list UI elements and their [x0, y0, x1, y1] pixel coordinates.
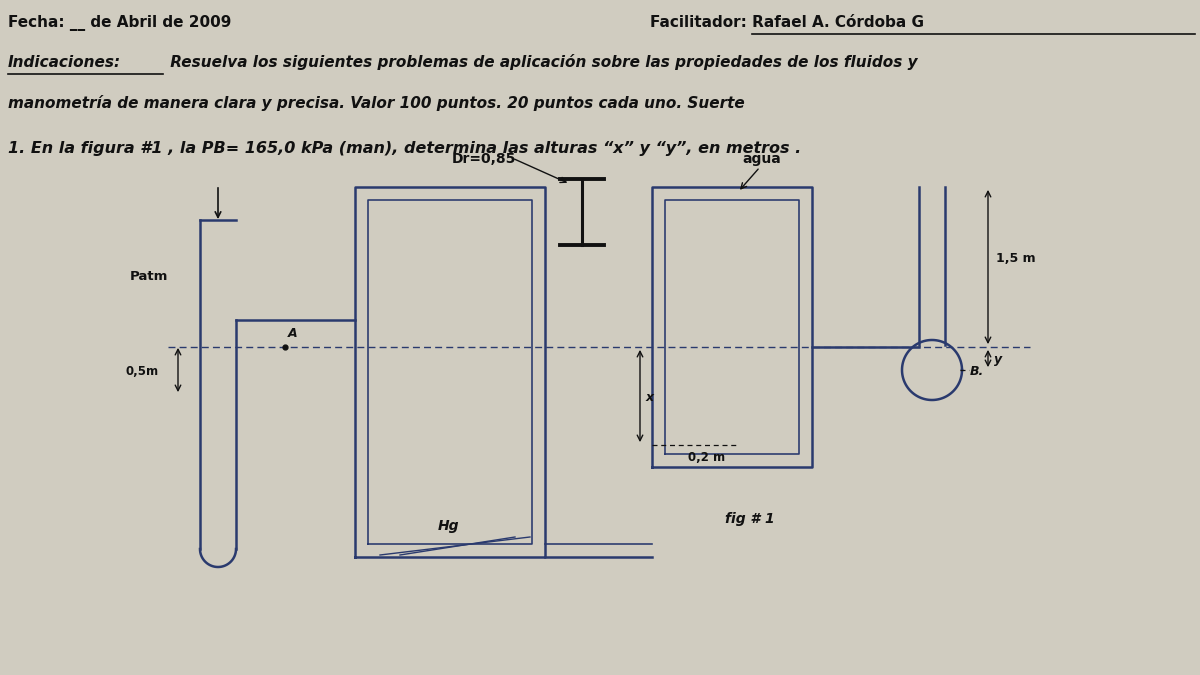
Text: 1. En la figura #1 , la PB= 165,0 kPa (man), determina las alturas “x” y “y”, en: 1. En la figura #1 , la PB= 165,0 kPa (m…	[8, 141, 802, 156]
Text: agua: agua	[742, 152, 781, 166]
Text: 0,5m: 0,5m	[125, 365, 158, 378]
Text: Facilitador: Rafael A. Córdoba G: Facilitador: Rafael A. Córdoba G	[650, 15, 924, 30]
Text: Hg: Hg	[438, 519, 460, 533]
Text: Resuelva los siguientes problemas de aplicación sobre las propiedades de los flu: Resuelva los siguientes problemas de apl…	[166, 54, 918, 70]
Text: Dr=0,85: Dr=0,85	[452, 152, 516, 166]
Text: 0,2 m: 0,2 m	[688, 451, 725, 464]
Text: A: A	[288, 327, 298, 340]
Text: x: x	[646, 391, 654, 404]
Text: B.: B.	[970, 365, 984, 378]
Text: 1,5 m: 1,5 m	[996, 252, 1036, 265]
Text: Fecha: __ de Abril de 2009: Fecha: __ de Abril de 2009	[8, 15, 232, 31]
Text: manometría de manera clara y precisa. Valor 100 puntos. 20 puntos cada uno. Suer: manometría de manera clara y precisa. Va…	[8, 95, 745, 111]
Text: Indicaciones:: Indicaciones:	[8, 55, 121, 70]
Text: fig # 1: fig # 1	[725, 512, 775, 526]
Text: Patm: Patm	[130, 270, 168, 283]
Text: y: y	[994, 354, 1002, 367]
